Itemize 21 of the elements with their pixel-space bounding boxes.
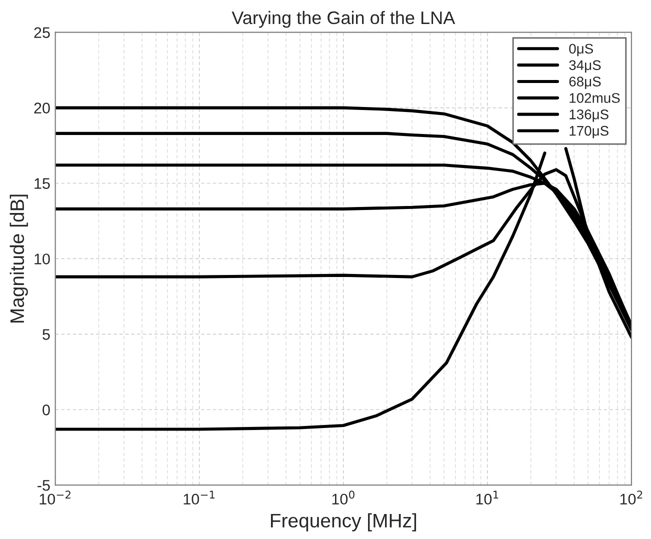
chart-title: Varying the Gain of the LNA xyxy=(232,10,456,28)
y-tick-label: -5 xyxy=(38,480,50,491)
legend-label: 34μS xyxy=(569,60,601,73)
y-tick-label: 15 xyxy=(34,178,50,189)
legend-label: 68μS xyxy=(569,76,601,90)
legend-label: 136μS xyxy=(570,109,608,122)
x-tick-label: 10$^{1}$ xyxy=(476,490,498,505)
legend-label: 102muS xyxy=(570,93,620,103)
x-tick-label: 10$^{2}$ xyxy=(620,490,642,505)
y-tick-label: 5 xyxy=(42,329,50,340)
legend-label: 0μS xyxy=(569,44,593,56)
y-tick-label: 10 xyxy=(34,254,50,264)
x-tick-label: 10$^{−1}$ xyxy=(184,490,215,505)
y-tick-label: 0 xyxy=(42,404,50,416)
y-axis-title: Magnitude [dB] xyxy=(10,194,28,323)
y-tick-label: 20 xyxy=(34,102,50,114)
x-tick-label: 10$^{0}$ xyxy=(332,490,354,505)
x-axis-title: Frequency [MHz] xyxy=(270,513,416,532)
y-tick-label: 25 xyxy=(34,27,50,38)
x-tick-label: 10$^{−2}$ xyxy=(40,490,70,505)
legend-label: 170μS xyxy=(570,126,608,138)
